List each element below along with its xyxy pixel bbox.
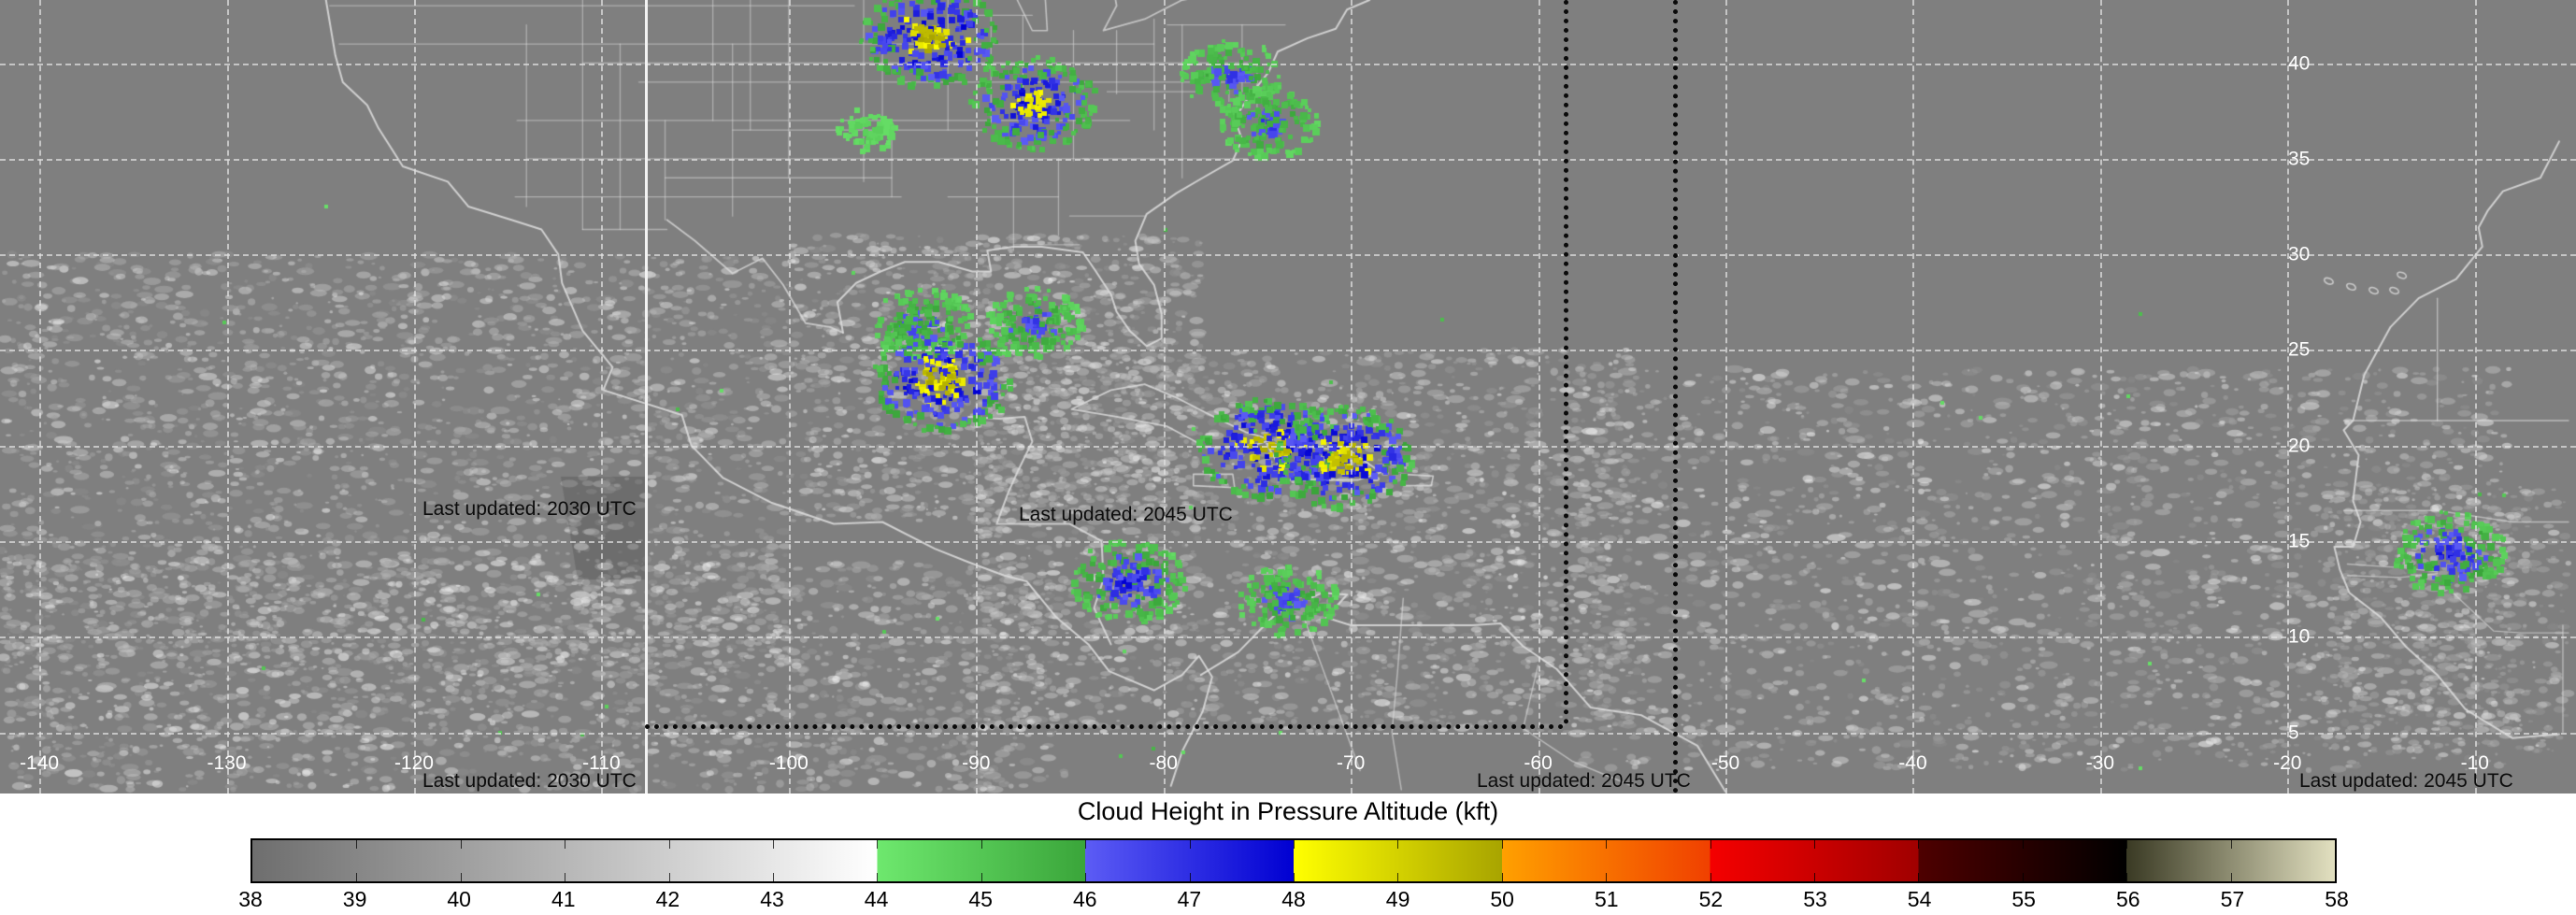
colorbar-tick-label: 48 (1281, 887, 1306, 911)
latitude-tick-label: 40 (2288, 52, 2311, 74)
colorbar-tick (1189, 840, 1191, 849)
colorbar-tick (1085, 840, 1087, 849)
colorbar-tick (877, 840, 879, 849)
longitude-tick-label: -120 (394, 752, 434, 774)
colorbar-tick-label: 56 (2116, 887, 2140, 911)
colorbar-panel: Cloud Height in Pressure Altitude (kft) … (0, 793, 2576, 911)
colorbar-tick-label: 42 (655, 887, 680, 911)
colorbar-tick (1294, 840, 1295, 849)
colorbar-tick-label: 54 (1907, 887, 1932, 911)
colorbar-tick-label: 57 (2220, 887, 2245, 911)
colorbar-tick (1397, 873, 1399, 881)
colorbar-tick (1501, 840, 1503, 849)
colorbar-tick (668, 840, 670, 849)
colorbar-tick (1710, 840, 1711, 849)
colorbar-tick (356, 840, 358, 849)
latitude-tick-label: 5 (2288, 722, 2299, 744)
colorbar-tick (2230, 873, 2232, 881)
latitude-tick-label: 25 (2288, 338, 2311, 361)
colorbar-tick-label: 49 (1385, 887, 1410, 911)
longitude-tick-label: -40 (1898, 752, 1927, 774)
colorbar-tick (2022, 840, 2024, 849)
colorbar-tick (980, 873, 982, 881)
longitude-tick-label: -60 (1524, 752, 1553, 774)
colorbar-tick (773, 873, 774, 881)
colorbar-tick (2022, 873, 2024, 881)
last-updated-stamp: Last updated: 2030 UTC (422, 770, 637, 792)
colorbar-tick (1814, 840, 1815, 849)
longitude-tick-label: -30 (2085, 752, 2115, 774)
latitude-tick-label: 20 (2288, 435, 2311, 457)
last-updated-stamp: Last updated: 2045 UTC (1019, 504, 1233, 525)
colorbar-tick (1397, 840, 1399, 849)
colorbar-tick (1606, 873, 1608, 881)
colorbar-tick (1710, 873, 1711, 881)
last-updated-stamp: Last updated: 2045 UTC (2299, 770, 2513, 792)
longitude-tick-label: -70 (1336, 752, 1366, 774)
colorbar-tick (460, 873, 462, 881)
colorbar-tick-label: 53 (1803, 887, 1827, 911)
colorbar-tick-label: 38 (238, 887, 263, 911)
colorbar-tick (356, 873, 358, 881)
colorbar-tick (2230, 840, 2232, 849)
last-updated-stamp: Last updated: 2045 UTC (1477, 770, 1691, 792)
colorbar-tick (1814, 873, 1815, 881)
colorbar-tick-label: 51 (1595, 887, 1619, 911)
latitude-tick-label: 15 (2288, 530, 2311, 552)
colorbar-tick (1085, 873, 1087, 881)
colorbar-tick-label: 58 (2325, 887, 2349, 911)
colorbar-tick (2126, 840, 2128, 849)
latitude-tick-label: 35 (2288, 148, 2311, 170)
colorbar-tick-label: 47 (1177, 887, 1202, 911)
longitude-tick-label: -10 (2460, 752, 2489, 774)
longitude-tick-label: -50 (1710, 752, 1740, 774)
longitude-tick-label: -130 (207, 752, 247, 774)
colorbar-tick-label: 41 (551, 887, 576, 911)
colorbar-tick-label: 43 (760, 887, 784, 911)
sector-divider-line (645, 0, 648, 793)
colorbar-title: Cloud Height in Pressure Altitude (kft) (1077, 797, 1499, 825)
longitude-tick-label: -110 (582, 752, 621, 774)
colorbar-scale (250, 838, 2337, 883)
colorbar-tick (2126, 873, 2128, 881)
colorbar-tick-label: 39 (342, 887, 367, 911)
colorbar-tick-label: 44 (864, 887, 889, 911)
last-updated-stamp: Last updated: 2030 UTC (422, 498, 637, 520)
latitude-tick-label: 30 (2288, 243, 2311, 265)
colorbar-tick (773, 840, 774, 849)
colorbar-tick (877, 873, 879, 881)
colorbar-tick (1294, 873, 1295, 881)
colorbar-tick-labels: 38 39 40 41 42 43 44 45 46 47 48 49 50 51 52 53 54 55 56 57… (238, 887, 2349, 915)
colorbar-tick (1189, 873, 1191, 881)
longitude-tick-label: -140 (20, 752, 60, 774)
colorbar-tick (1918, 840, 1920, 849)
colorbar-tick-label: 50 (1490, 887, 1514, 911)
colorbar-tick (1501, 873, 1503, 881)
colorbar-tick (460, 840, 462, 849)
colorbar-tick-label: 55 (2011, 887, 2036, 911)
colorbar-tick-label: 45 (968, 887, 993, 911)
colorbar-tick (1918, 873, 1920, 881)
longitude-tick-label: -100 (768, 752, 809, 774)
longitude-tick-label: -90 (962, 752, 991, 774)
colorbar-tick (1606, 840, 1608, 849)
colorbar-tick-label: 40 (447, 887, 471, 911)
colorbar-tick-label: 52 (1698, 887, 1724, 911)
longitude-tick-label: -20 (2273, 752, 2302, 774)
colorbar-tick (980, 840, 982, 849)
colorbar-tick-label: 46 (1073, 887, 1097, 911)
satellite-map-panel[interactable]: -140 -130 -120 -110 -100 -90 -80 -70 -60 -50 -40 -3… (0, 0, 2576, 793)
satellite-imagery-canvas[interactable] (0, 0, 2576, 793)
latitude-tick-label: 10 (2288, 625, 2311, 648)
longitude-tick-label: -80 (1149, 752, 1178, 774)
colorbar-tick (668, 873, 670, 881)
